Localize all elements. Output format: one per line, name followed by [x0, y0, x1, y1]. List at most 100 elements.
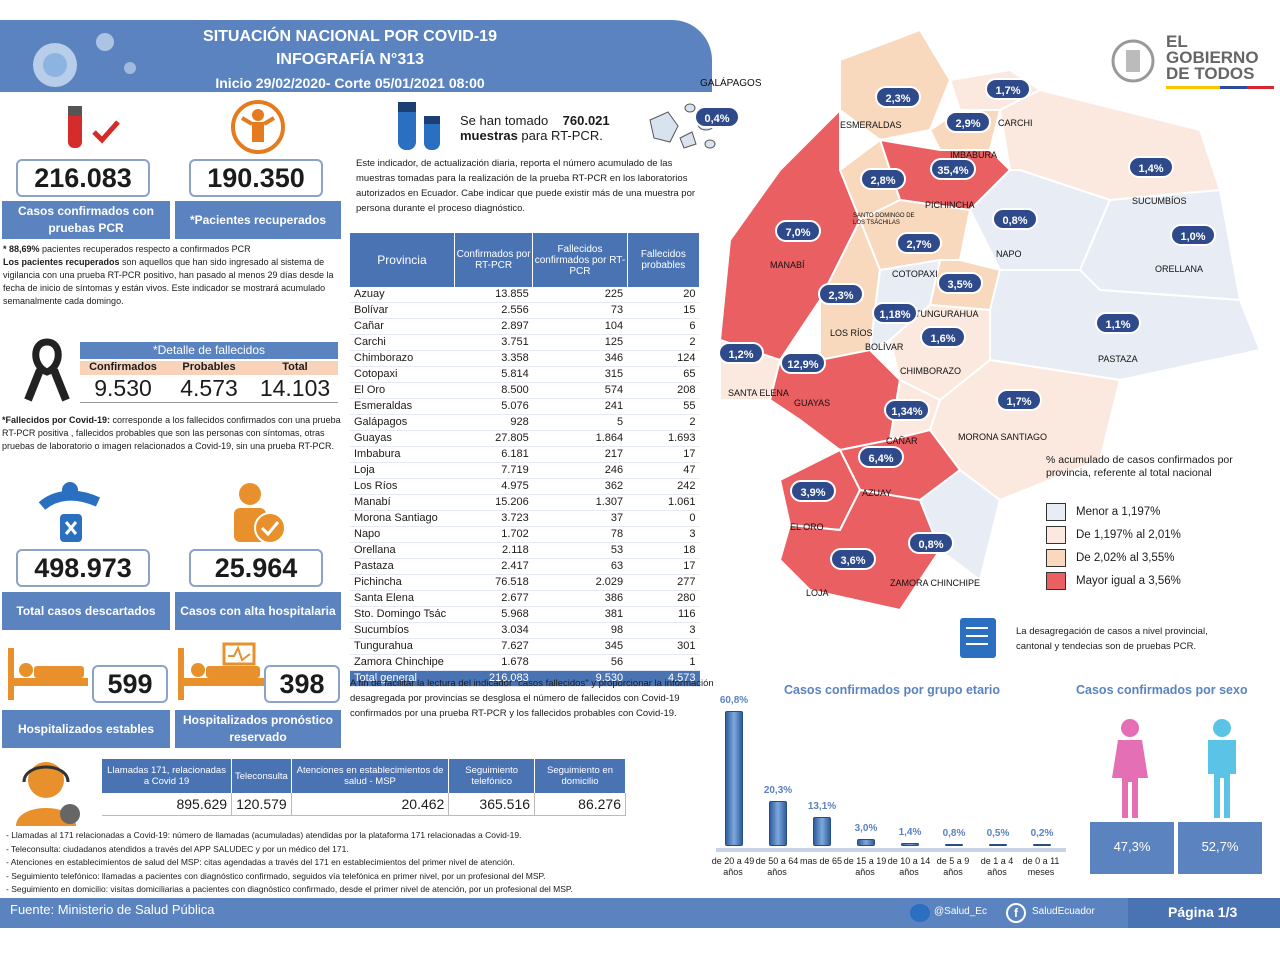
table-cell-value: 301 — [627, 638, 700, 655]
table-cell-value: 2.118 — [454, 542, 533, 559]
table-cell-province: Esmeraldas — [350, 398, 455, 415]
table-cell-value: 5.968 — [454, 606, 533, 623]
table-cell-value: 362 — [532, 478, 628, 495]
table-cell-value: 20 — [627, 287, 700, 303]
recovered-label: *Pacientes recuperados — [175, 201, 341, 239]
province-table: Provincia Confirmados por RT-PCR Falleci… — [350, 233, 701, 687]
table-cell-value: 381 — [532, 606, 628, 623]
discharged-person-icon — [234, 483, 286, 544]
map-province-label: PASTAZA — [1098, 354, 1138, 364]
table-row: Bolívar 2.556 73 15 — [350, 302, 700, 319]
table-cell-province: Cañar — [350, 318, 455, 335]
table-cell-province: Bolívar — [350, 302, 455, 319]
header-banner: SITUACIÓN NACIONAL POR COVID-19 INFOGRAF… — [0, 20, 712, 92]
map-province-pct: 0,8% — [908, 532, 954, 554]
hosp-stable-value: 599 — [92, 665, 168, 703]
map-province-label: MANABÍ — [770, 260, 805, 270]
table-cell-value: 124 — [627, 350, 700, 367]
coat-of-arms-icon — [1111, 39, 1155, 83]
table-total-cell: 4.573 — [627, 670, 700, 687]
sex-chart: 47,3% 52,7% — [1088, 822, 1264, 874]
table-row: Manabí 15.206 1.307 1.061 — [350, 494, 700, 511]
table-cell-value: 116 — [627, 606, 700, 623]
facebook-handle[interactable]: SaludEcuador — [1032, 906, 1095, 917]
col-header-deaths-probable: Fallecidos probables — [627, 233, 701, 287]
table-cell-value: 2.556 — [454, 302, 533, 319]
legend-swatch — [1046, 548, 1066, 567]
hosp-reserved-value: 398 — [264, 665, 340, 703]
table-cell-province: Loja — [350, 462, 455, 479]
table-cell-value: 3.751 — [454, 334, 533, 351]
map-province-label: BOLÍVAR — [865, 342, 904, 352]
table-cell-value: 65 — [627, 366, 700, 383]
table-cell-value: 3.358 — [454, 350, 533, 367]
legend-swatch — [1046, 525, 1066, 544]
table-cell-value: 246 — [532, 462, 628, 479]
legend-item: Menor a 1,197% — [1046, 500, 1181, 523]
page-title: SITUACIÓN NACIONAL POR COVID-19 — [203, 28, 497, 45]
map-province-pct: 35,4% — [930, 158, 976, 180]
table-cell-value: 1.061 — [627, 494, 700, 511]
attention-header: Teleconsulta — [231, 759, 292, 793]
table-row: Chimborazo 3.358 346 124 — [350, 350, 700, 367]
table-cell-value: 47 — [627, 462, 700, 479]
table-cell-province: Los Ríos — [350, 478, 455, 495]
age-bar-label: 13,1% — [807, 800, 837, 812]
attention-notes: - Llamadas al 171 relacionadas a Covid-1… — [6, 829, 706, 897]
virus-icon — [33, 33, 136, 87]
twitter-handle[interactable]: @Salud_Ec — [934, 906, 987, 917]
table-cell-value: 3 — [627, 622, 700, 639]
map-province-pct: 2,3% — [818, 283, 864, 305]
table-row: El Oro 8.500 574 208 — [350, 382, 700, 399]
map-province-pct: 1,4% — [1128, 156, 1174, 178]
table-cell-value: 8.500 — [454, 382, 533, 399]
table-cell-value: 3.034 — [454, 622, 533, 639]
table-row: Zamora Chinchipe 1.678 56 1 — [350, 654, 700, 671]
sample-tubes-icon — [398, 102, 440, 150]
table-cell-value: 277 — [627, 574, 700, 591]
attention-header: Seguimiento telefónico — [448, 759, 536, 793]
table-total-cell: Total general — [350, 670, 455, 687]
table-cell-value: 6 — [627, 318, 700, 335]
table-cell-province: Morona Santiago — [350, 510, 455, 527]
map-province-pct: 2,3% — [875, 86, 921, 108]
table-cell-value: 345 — [532, 638, 628, 655]
table-cell-value: 37 — [532, 510, 628, 527]
map-province-label: COTOPAXI — [892, 269, 938, 279]
table-row: Galápagos 928 5 2 — [350, 414, 700, 431]
table-cell-value: 17 — [627, 558, 700, 575]
confirmed-value: 216.083 — [16, 159, 150, 197]
map-province-pct: 2,7% — [896, 232, 942, 254]
page-number: Página 1/3 — [1168, 904, 1238, 920]
table-cell-value: 18 — [627, 542, 700, 559]
table-cell-province: Manabí — [350, 494, 455, 511]
table-cell-province: Cotopaxi — [350, 366, 455, 383]
sex-chart-title: Casos confirmados por sexo — [1076, 683, 1248, 697]
table-cell-province: Tungurahua — [350, 638, 455, 655]
map-legend-title: % acumulado de casos confirmados por pro… — [1046, 454, 1233, 479]
attention-note: - Llamadas al 171 relacionadas a Covid-1… — [6, 830, 522, 840]
discarded-label: Total casos descartados — [2, 592, 170, 630]
recovered-note: * 88,69% pacientes recuperados respecto … — [3, 244, 334, 306]
table-cell-value: 280 — [627, 590, 700, 607]
date-range: Inicio 29/02/2020- Corte 05/01/2021 08:0… — [215, 75, 485, 91]
table-cell-value: 15 — [627, 302, 700, 319]
table-note: A fin de facilitar la lectura del indica… — [350, 678, 714, 719]
age-category: de 0 a 11 meses — [1022, 856, 1060, 877]
attention-note: - Teleconsulta: ciudadanos atendidos a t… — [6, 843, 349, 854]
table-cell-value: 98 — [532, 622, 628, 639]
map-province-pct: 3,9% — [790, 480, 836, 502]
age-bar — [813, 816, 831, 846]
table-row: Santa Elena 2.677 386 280 — [350, 590, 700, 607]
table-cell-province: Zamora Chinchipe — [350, 654, 455, 671]
map-province-pct: 1,7% — [985, 78, 1031, 100]
table-cell-value: 1.678 — [454, 654, 533, 671]
table-row: Imbabura 6.181 217 17 — [350, 446, 700, 463]
recovered-value: 190.350 — [189, 159, 323, 197]
twitter-icon — [910, 904, 930, 922]
icu-bed-icon — [178, 642, 266, 700]
table-cell-value: 225 — [532, 287, 628, 303]
samples-description: Este indicador, de actualización diaria,… — [356, 158, 696, 214]
attention-value: 20.462 — [291, 793, 450, 816]
table-cell-value: 2 — [627, 334, 700, 351]
